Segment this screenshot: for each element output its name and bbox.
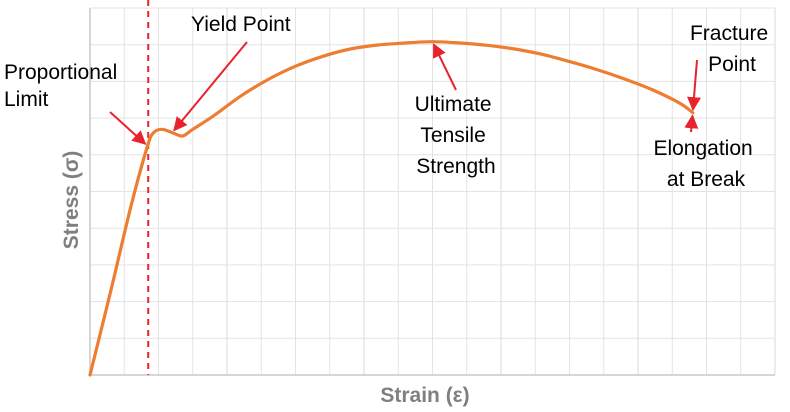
arrow-proportional-limit [109,111,147,145]
annotation-fracture-point: Fracture Point [690,22,774,76]
arrow-yield-point [173,41,248,132]
annotation-uts-line-1: Ultimate [415,93,492,116]
annotation-yield-point-line-1: Yield Point [191,13,291,36]
annotation-elongation-at-break: Elongation at Break [653,137,758,191]
annotation-arrows [109,41,701,145]
arrow-ultimate-tensile-strength [432,43,457,91]
y-axis-title: Stress (σ) [60,151,83,249]
arrow-elongation-at-break [684,114,699,133]
annotation-ultimate-tensile-strength: Ultimate Tensile Strength [415,93,498,178]
annotation-yield-point: Yield Point [191,13,291,36]
grid [90,7,776,375]
x-axis-title: Strain (ε) [380,384,469,407]
annotation-uts-line-3: Strength [416,155,495,178]
annotation-elongation-line-2: at Break [667,168,746,191]
annotation-proportional-limit: Proportional Limit [4,61,123,111]
annotation-proportional-limit-line-2: Limit [4,88,49,111]
annotation-fracture-point-line-1: Fracture [690,22,768,45]
axes [89,8,775,376]
annotation-proportional-limit-line-1: Proportional [4,61,117,84]
annotation-fracture-point-line-2: Point [708,53,756,76]
arrow-fracture-point [687,59,701,112]
annotation-elongation-line-1: Elongation [653,137,752,160]
annotation-uts-line-2: Tensile [420,124,485,147]
series-line-0 [88,40,695,377]
series-layer [88,40,695,377]
